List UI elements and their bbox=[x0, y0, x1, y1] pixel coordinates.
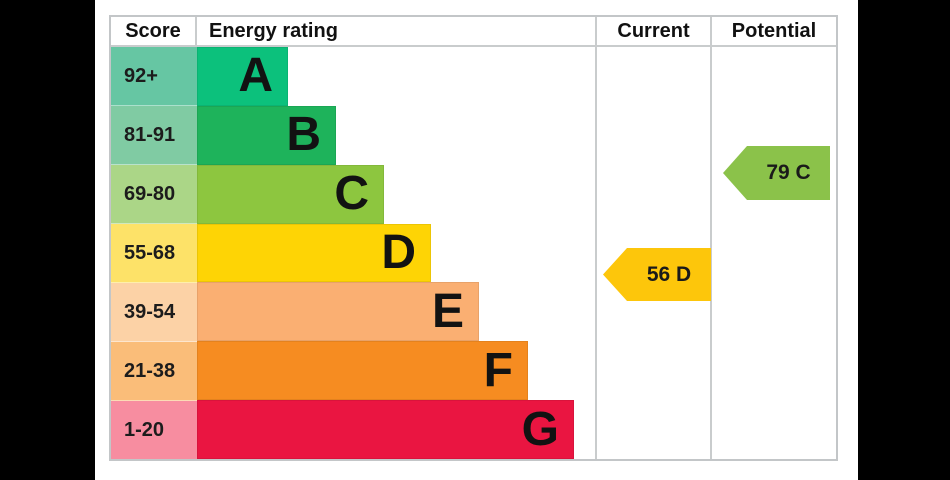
band-letter-a: A bbox=[238, 49, 273, 103]
energy-rating-column-body: A B C D bbox=[197, 47, 595, 460]
band-bar-c: C bbox=[197, 164, 384, 224]
score-cell-f: 21-38 bbox=[111, 342, 197, 401]
score-cell-d: 55-68 bbox=[111, 224, 197, 283]
letterbox-right bbox=[858, 0, 950, 480]
potential-column: Potential 79 C bbox=[712, 17, 836, 459]
band-bar-g: G bbox=[197, 400, 574, 460]
band-letter-f: F bbox=[483, 343, 513, 397]
current-column-body: 56 D bbox=[597, 47, 711, 459]
band-letter-e: E bbox=[431, 284, 464, 338]
band-row-e: E bbox=[197, 282, 595, 342]
band-row-b: B bbox=[197, 105, 595, 165]
score-cell-b: 81-91 bbox=[111, 106, 197, 165]
band-row-c: C bbox=[197, 164, 595, 224]
header-current: Current bbox=[597, 17, 710, 47]
header-score: Score bbox=[111, 17, 197, 47]
band-bar-f: F bbox=[197, 341, 528, 401]
band-row-f: F bbox=[197, 341, 595, 401]
band-bar-a: A bbox=[197, 47, 288, 106]
potential-rating-arrow: 79 C bbox=[723, 146, 830, 200]
band-letter-c: C bbox=[334, 167, 369, 221]
score-cell-e: 39-54 bbox=[111, 283, 197, 342]
band-letter-g: G bbox=[521, 402, 559, 456]
potential-column-body: 79 C bbox=[712, 47, 836, 459]
epc-chart-canvas: Score 92+ 81-91 69-80 55-68 39-54 21-38 … bbox=[95, 0, 858, 480]
score-cell-a: 92+ bbox=[111, 47, 197, 106]
band-bar-b: B bbox=[197, 105, 336, 165]
current-column: Current 56 D bbox=[597, 17, 712, 459]
header-energy-rating: Energy rating bbox=[197, 17, 595, 47]
band-row-a: A bbox=[197, 47, 595, 106]
band-bar-e: E bbox=[197, 282, 479, 342]
current-rating-arrow: 56 D bbox=[603, 248, 711, 301]
score-column-body: 92+ 81-91 69-80 55-68 39-54 21-38 1-20 bbox=[111, 47, 197, 459]
band-row-d: D bbox=[197, 223, 595, 283]
score-cell-c: 69-80 bbox=[111, 165, 197, 224]
letterbox-left bbox=[0, 0, 95, 480]
band-bar-d: D bbox=[197, 223, 431, 283]
band-letter-d: D bbox=[381, 226, 416, 279]
score-column: Score 92+ 81-91 69-80 55-68 39-54 21-38 … bbox=[111, 17, 197, 459]
score-cell-g: 1-20 bbox=[111, 401, 197, 459]
potential-rating-label: 79 C bbox=[766, 161, 811, 184]
band-letter-b: B bbox=[286, 108, 321, 162]
epc-rating-table: Score 92+ 81-91 69-80 55-68 39-54 21-38 … bbox=[109, 15, 838, 461]
energy-rating-column: Energy rating A B C bbox=[197, 17, 597, 460]
current-rating-label: 56 D bbox=[646, 262, 692, 286]
band-row-g: G bbox=[197, 400, 595, 460]
header-potential: Potential bbox=[712, 17, 836, 47]
